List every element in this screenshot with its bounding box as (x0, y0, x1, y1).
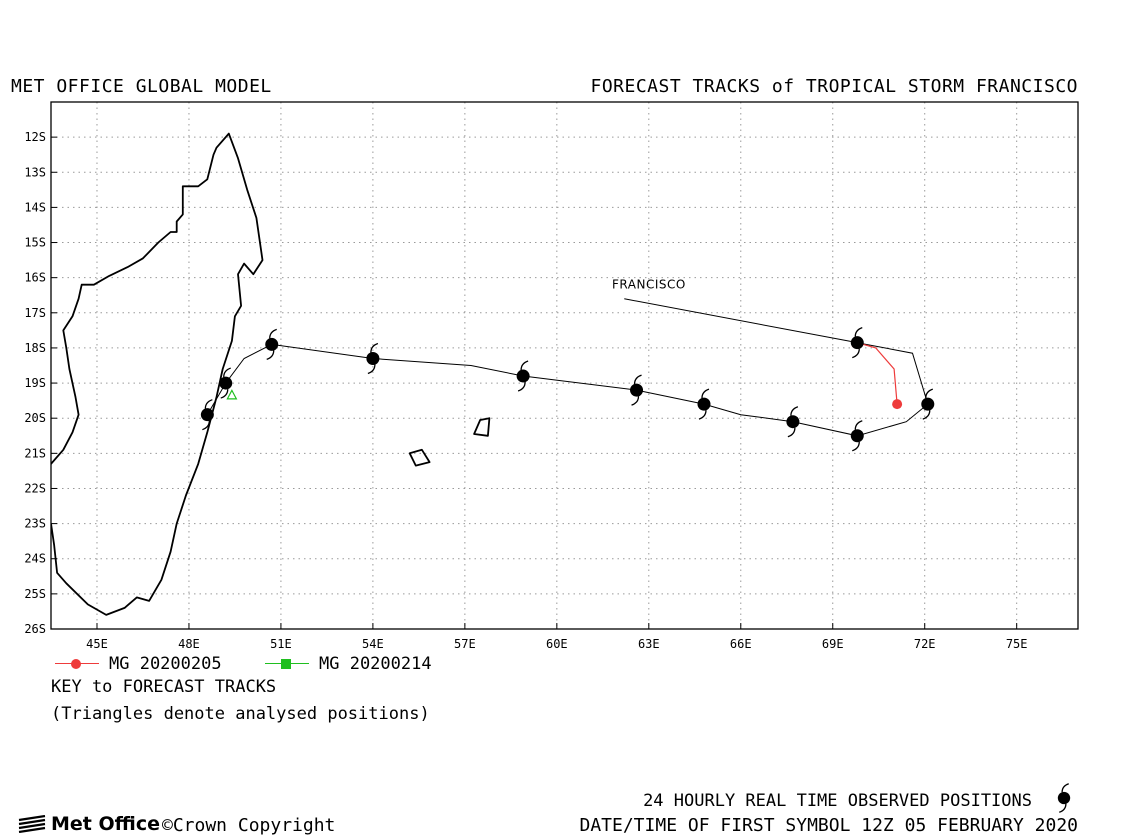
map-title-right: FORECAST TRACKS of TROPICAL STORM FRANCI… (590, 76, 1078, 97)
legend-key-title: KEY to FORECAST TRACKS (51, 677, 277, 697)
first-symbol-datetime: DATE/TIME OF FIRST SYMBOL 12Z 05 FEBRUAR… (579, 815, 1079, 836)
lat-tick-label: 17S (24, 306, 46, 320)
lon-tick-label: 54E (362, 637, 384, 651)
lon-tick-label: 69E (822, 637, 844, 651)
forecast-track-mg-20200205 (857, 342, 898, 405)
met-office-swirl-icon (18, 815, 46, 833)
track-layer (206, 336, 929, 437)
legend-entry-mg-20200205: MG 20200205 (55, 654, 222, 674)
observed-positions-note: 24 HOURLY REAL TIME OBSERVED POSITIONS (643, 791, 1032, 811)
lat-tick-label: 18S (24, 341, 46, 355)
tropical-storm-symbol-icon (1057, 783, 1071, 813)
observed-symbols (200, 327, 935, 452)
island-outline (473, 417, 491, 437)
map-frame (50, 101, 1079, 630)
coastline-layer (51, 132, 491, 616)
lat-tick-label: 24S (24, 552, 46, 566)
lon-tick-label: 51E (270, 637, 292, 651)
brand-name: Met Office (51, 813, 160, 835)
tropical-storm-symbol-icon (365, 342, 381, 375)
tropical-storm-symbol-icon (629, 374, 644, 406)
tropical-storm-symbol-icon (515, 360, 531, 392)
legend-red-circle-icon (55, 657, 99, 671)
axis-labels: 45E 48E 51E 54E 57E 60E 63E 66E 69E 72E 75E 12S 13S 1… (24, 130, 1027, 651)
tropical-storm-symbol-icon (696, 388, 712, 420)
observed-track-line (206, 342, 929, 437)
tropical-storm-symbol-icon (920, 388, 935, 420)
lat-tick-label: 14S (24, 200, 46, 214)
legend-key-note: (Triangles denote analysed positions) (51, 704, 430, 724)
legend-label-mg-20200214: MG 20200214 (319, 654, 432, 674)
lon-tick-label: 48E (178, 637, 200, 651)
lon-tick-label: 66E (730, 637, 752, 651)
met-office-logo: Met Office (17, 813, 160, 835)
storm-label-group: FRANCISCO (612, 278, 858, 344)
tropical-storm-symbol-icon (785, 406, 801, 438)
lon-tick-label: 60E (546, 637, 568, 651)
lat-tick-label: 19S (24, 376, 46, 390)
lat-tick-label: 16S (24, 271, 46, 285)
lon-tick-label: 45E (86, 637, 108, 651)
legend-label-mg-20200205: MG 20200205 (109, 654, 222, 674)
lat-tick-label: 25S (24, 587, 46, 601)
forecast-start-marker-red (892, 399, 903, 410)
lon-tick-label: 63E (638, 637, 660, 651)
lon-tick-label: 57E (454, 637, 476, 651)
storm-label-leader (624, 298, 858, 344)
tropical-storm-symbol-icon (850, 420, 865, 452)
lat-tick-label: 26S (24, 622, 46, 636)
lat-tick-label: 13S (24, 165, 46, 179)
lat-tick-label: 12S (24, 130, 46, 144)
legend-entry-mg-20200214: MG 20200214 (265, 654, 432, 674)
lat-tick-label: 23S (24, 517, 46, 531)
lat-tick-label: 22S (24, 481, 46, 495)
madagascar-coastline (51, 132, 264, 616)
tropical-storm-symbol-icon (264, 328, 279, 361)
lat-tick-label: 21S (24, 446, 46, 460)
storm-name-label: FRANCISCO (612, 278, 686, 292)
map-title-left: MET OFFICE GLOBAL MODEL (11, 76, 272, 97)
lat-tick-label: 15S (24, 236, 46, 250)
lon-tick-label: 75E (1006, 637, 1028, 651)
island-outline (408, 448, 431, 467)
legend-green-square-icon (265, 657, 309, 671)
analysed-position-triangle-green (226, 389, 238, 400)
lat-tick-label: 20S (24, 411, 46, 425)
copyright-notice: ©Crown Copyright (162, 815, 336, 836)
lon-tick-label: 72E (914, 637, 936, 651)
tropical-storm-symbol-icon (200, 399, 215, 431)
